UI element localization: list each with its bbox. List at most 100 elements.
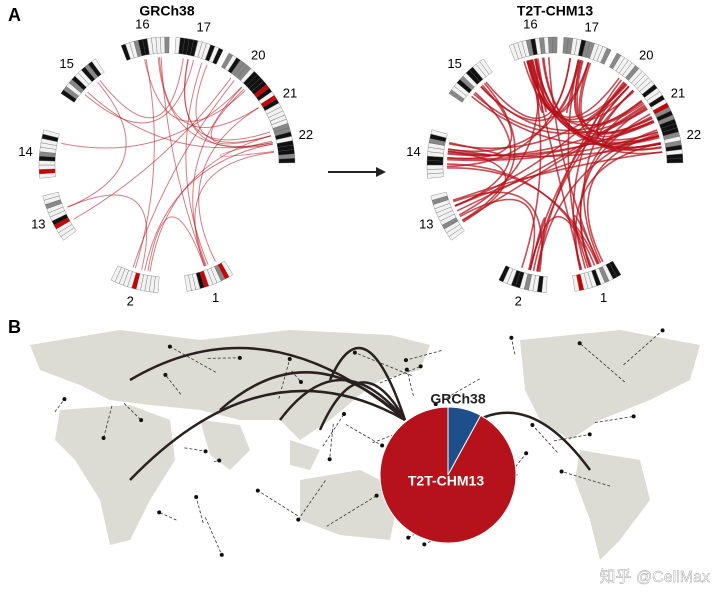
route [159,512,177,521]
site [403,358,408,363]
route [406,369,414,396]
link [536,81,625,272]
band [548,36,554,54]
band [164,36,170,54]
route [103,405,113,439]
route [329,423,334,460]
chromosome-label: 14 [406,144,420,159]
band [572,274,580,292]
link [456,104,646,212]
route [54,398,65,413]
chromosome-label: 16 [523,17,537,32]
band [38,160,56,166]
route [354,352,412,377]
route [195,496,204,524]
chromosome-label: 1 [600,290,607,305]
route [594,416,634,424]
site [342,412,347,417]
link [521,59,542,269]
site [157,510,162,515]
watermark: 知乎 @CellMax [600,568,710,586]
link [459,198,536,270]
site [406,535,411,540]
flow-arrow [219,371,406,421]
route [372,430,405,444]
route [165,374,182,395]
link [160,57,206,267]
link [447,150,507,223]
site [327,457,332,462]
route [213,460,220,462]
route [379,365,421,384]
band [479,58,493,75]
pie-slice [379,406,517,544]
circos-title: GRCh38 [139,3,194,19]
link [144,59,246,122]
flow-arrow [328,346,407,421]
link [67,194,148,271]
route [405,350,442,361]
site [418,364,423,369]
link [542,57,662,151]
world-map [30,330,700,560]
route [257,490,298,517]
panel-label: A [8,5,21,25]
route [204,517,223,555]
band [212,47,224,65]
pie-label: T2T-CHM13 [408,473,484,489]
route [510,337,516,355]
flow-arrow [129,389,406,481]
band [426,164,444,170]
site [380,443,385,448]
pie-label: GRCh38 [430,391,485,407]
site [352,350,357,355]
site [237,355,242,360]
link [579,113,651,268]
band [278,158,296,164]
chromosome-label: 20 [639,48,653,63]
band [38,164,56,170]
band [42,191,60,201]
chromosome-label: 17 [585,19,599,34]
site [631,414,636,419]
link [198,107,259,262]
link [219,140,275,157]
site [298,380,303,385]
band [430,191,448,201]
site [374,493,379,498]
chromosome-label: 22 [687,127,701,142]
link [453,191,543,273]
link [580,62,653,134]
band [184,274,192,292]
link [99,58,184,119]
route [561,471,611,487]
link [192,86,243,266]
route [532,424,558,453]
route [322,413,345,447]
site [433,402,438,407]
route [553,434,590,442]
site [422,542,427,547]
link [446,57,572,168]
site [660,328,665,333]
chromosome-label: 17 [197,19,211,34]
site [163,372,168,377]
site [219,552,224,557]
chromosome-label: 15 [59,56,73,71]
site [203,449,208,454]
link [185,62,209,266]
panel-label: B [8,317,21,337]
chromosome-label: 13 [31,216,45,231]
band [160,36,166,54]
band [426,160,444,166]
chromosome-label: 14 [18,144,32,159]
flow-arrow [318,381,407,431]
band [600,47,612,65]
route [435,378,480,405]
site [530,422,535,427]
site [139,418,144,423]
link [73,77,232,220]
